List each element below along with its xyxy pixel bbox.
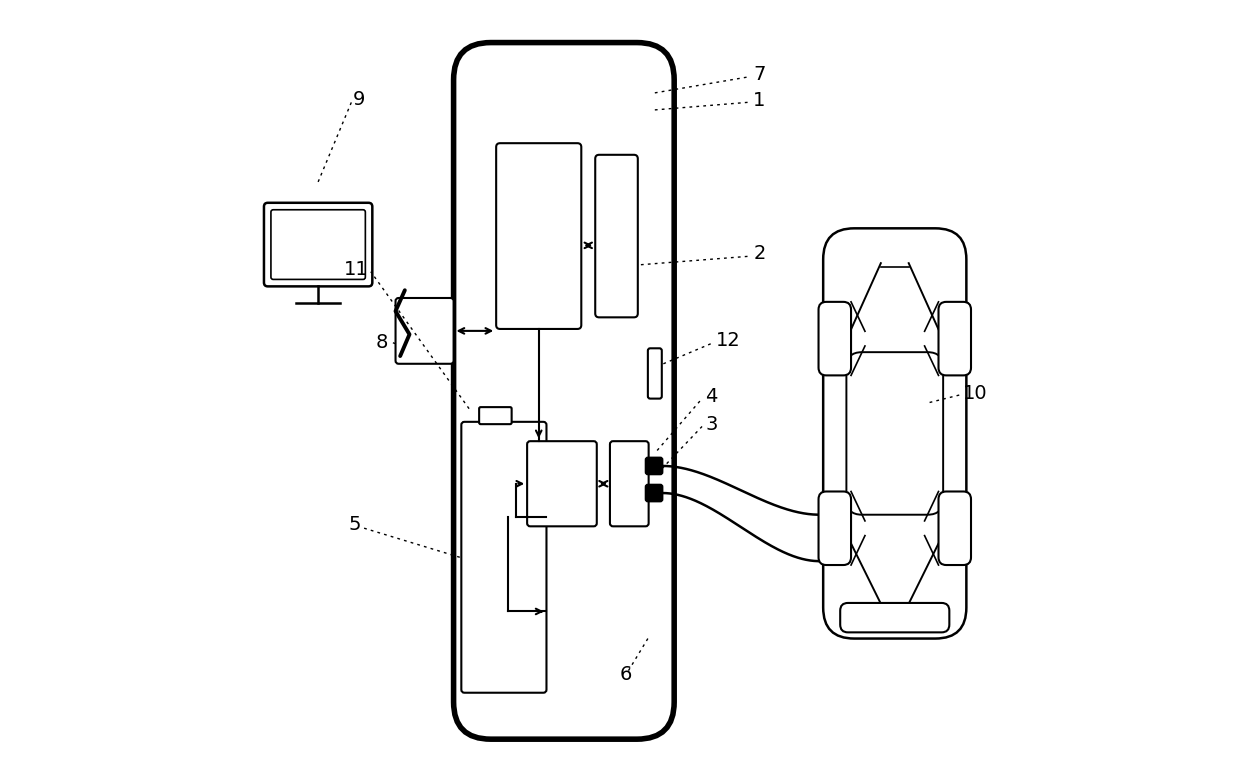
Text: 12: 12 [715,331,740,350]
FancyBboxPatch shape [454,43,675,739]
FancyBboxPatch shape [818,302,851,375]
FancyBboxPatch shape [646,457,662,474]
FancyBboxPatch shape [610,441,649,526]
FancyBboxPatch shape [841,603,950,632]
Text: 5: 5 [348,515,361,534]
Text: 4: 4 [706,387,718,406]
Text: 7: 7 [753,65,765,84]
Text: 3: 3 [706,415,718,433]
FancyBboxPatch shape [939,491,971,565]
FancyBboxPatch shape [823,228,966,639]
FancyBboxPatch shape [939,302,971,375]
FancyBboxPatch shape [264,203,372,286]
FancyBboxPatch shape [847,352,944,515]
FancyBboxPatch shape [496,143,582,329]
FancyBboxPatch shape [818,491,851,565]
FancyBboxPatch shape [396,298,454,364]
Text: 10: 10 [963,384,987,402]
FancyBboxPatch shape [527,441,596,526]
FancyBboxPatch shape [646,485,662,502]
Text: 11: 11 [343,260,368,279]
Text: 8: 8 [376,333,388,351]
Text: 1: 1 [753,91,765,110]
Text: 9: 9 [353,90,366,108]
Text: 6: 6 [620,666,632,684]
FancyBboxPatch shape [595,155,637,317]
FancyBboxPatch shape [647,348,662,399]
FancyBboxPatch shape [461,422,547,693]
FancyBboxPatch shape [270,210,366,279]
FancyBboxPatch shape [479,407,512,424]
Text: 2: 2 [753,245,765,263]
